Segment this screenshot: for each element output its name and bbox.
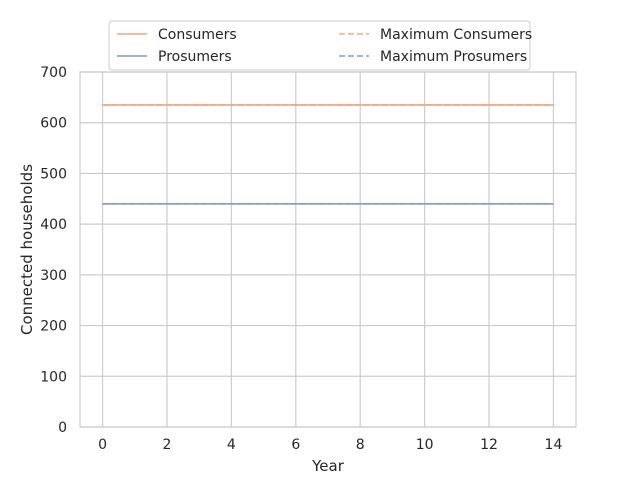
legend-label: Maximum Consumers — [380, 27, 532, 43]
x-tick-label: 6 — [291, 437, 300, 453]
y-tick-label: 0 — [58, 420, 67, 436]
series-lines — [102, 104, 554, 205]
y-tick-label: 300 — [40, 268, 67, 284]
x-tick-label: 10 — [416, 437, 434, 453]
x-tick-labels: 0 2 4 6 8 10 12 14 — [98, 437, 562, 453]
y-tick-label: 200 — [40, 319, 67, 335]
y-tick-label: 100 — [40, 369, 67, 385]
legend-label: Consumers — [158, 27, 237, 43]
y-tick-label: 500 — [40, 166, 67, 182]
legend-label: Maximum Prosumers — [380, 49, 527, 65]
y-axis-label: Connected households — [18, 164, 36, 335]
x-tick-label: 0 — [98, 437, 107, 453]
x-tick-label: 8 — [356, 437, 365, 453]
x-tick-label: 4 — [227, 437, 236, 453]
x-tick-label: 14 — [545, 437, 563, 453]
y-tick-label: 400 — [40, 217, 67, 233]
y-tick-labels: 0 100 200 300 400 500 600 700 — [40, 65, 67, 436]
y-tick-label: 700 — [40, 65, 67, 81]
legend-box — [108, 20, 531, 71]
grid — [80, 71, 576, 428]
x-tick-label: 12 — [480, 437, 498, 453]
plot-frame — [79, 71, 577, 428]
x-axis-label: Year — [311, 457, 345, 475]
legend: Consumers Prosumers Maximum Consumers Maxim… — [108, 20, 532, 71]
x-tick-label: 2 — [163, 437, 172, 453]
legend-label: Prosumers — [158, 49, 232, 65]
y-tick-label: 600 — [40, 116, 67, 132]
